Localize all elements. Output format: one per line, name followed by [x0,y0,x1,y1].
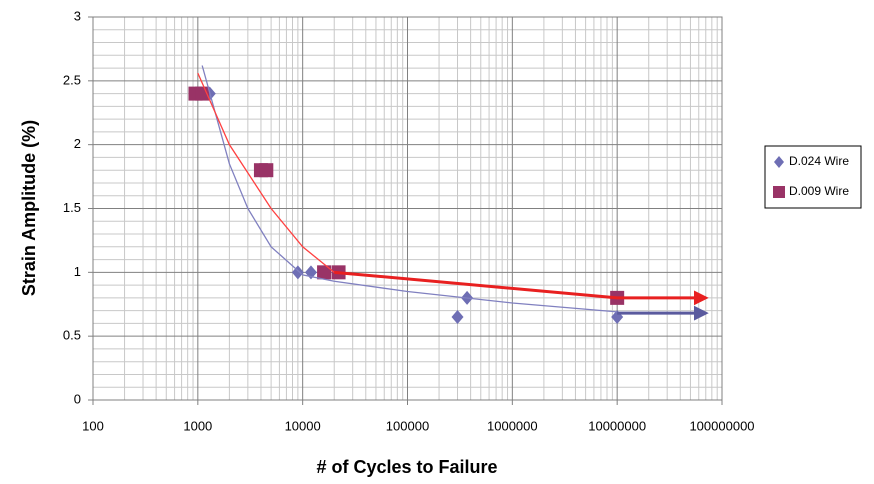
y-tick-label: 2 [74,136,81,151]
y-tick-label: 3 [74,8,81,23]
legend-label: D.009 Wire [789,184,849,198]
x-tick-label: 100000000 [689,418,754,433]
y-tick-label: 0.5 [63,328,81,343]
legend-marker [774,156,784,168]
point [451,310,464,325]
x-tick-label: 10000000 [588,418,646,433]
x-axis-title: # of Cycles to Failure [316,457,497,477]
trend-line [197,72,335,273]
legend-marker [773,186,785,198]
y-tick-label: 2.5 [63,72,81,87]
x-tick-label: 100000 [386,418,429,433]
trend-line [201,65,618,313]
y-tick-label: 1.5 [63,200,81,215]
x-tick-label: 100 [82,418,104,433]
y-axis-title: Strain Amplitude (%) [19,120,39,296]
point [291,265,304,280]
plot-border [92,16,723,401]
y-tick-label: 0 [74,391,81,406]
point [317,265,332,280]
x-tick-label: 10000 [285,418,321,433]
y-tick-label: 1 [74,264,81,279]
x-tick-label: 1000 [183,418,212,433]
point [259,163,274,178]
arrow-line [334,270,709,306]
x-tick-label: 1000000 [487,418,538,433]
legend-label: D.024 Wire [789,154,849,168]
